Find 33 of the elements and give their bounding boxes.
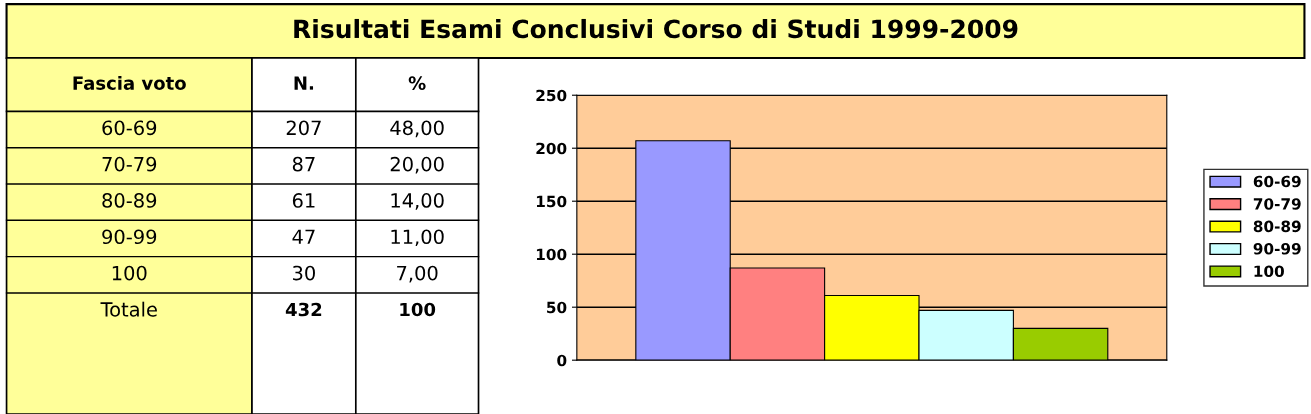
y-tick-label: 0 [557, 354, 567, 367]
text: 100 [112, 265, 147, 281]
text: 7,00 [397, 265, 438, 283]
text: 11,00 [391, 229, 444, 247]
legend-label: 80-89 [1253, 220, 1301, 233]
y-tick-label: 50 [547, 301, 567, 314]
text: 207 [286, 120, 321, 136]
text: Fascia voto [73, 75, 186, 90]
y-tick-label: 150 [536, 195, 567, 208]
legend-label: 90-99 [1253, 243, 1301, 255]
y-tick-label: 100 [536, 248, 567, 261]
legend-label: 70-79 [1253, 198, 1301, 210]
text: Risultati Esami Conclusivi Corso di Studi 1999-2009 [294, 18, 1018, 39]
text: 432 [285, 302, 322, 317]
text: 90-99 [102, 229, 157, 245]
text: 14,00 [391, 193, 444, 210]
y-tick-label: 250 [536, 89, 567, 102]
text: 70-79 [102, 156, 157, 172]
text: 61 [292, 193, 315, 208]
text: 48,00 [390, 120, 444, 138]
text: 47 [292, 229, 315, 244]
text: 87 [292, 156, 315, 172]
text: Totale [100, 301, 157, 317]
text: 30 [293, 265, 315, 281]
text: % [408, 76, 426, 90]
text: N. [294, 76, 314, 90]
text: 60-69 [102, 120, 157, 136]
text: 20,00 [390, 156, 444, 174]
text: 100 [400, 302, 436, 317]
y-tick-label: 200 [536, 142, 567, 155]
text: 80-89 [102, 193, 157, 208]
legend-label: 60-69 [1253, 175, 1301, 188]
legend-label: 100 [1254, 265, 1284, 277]
